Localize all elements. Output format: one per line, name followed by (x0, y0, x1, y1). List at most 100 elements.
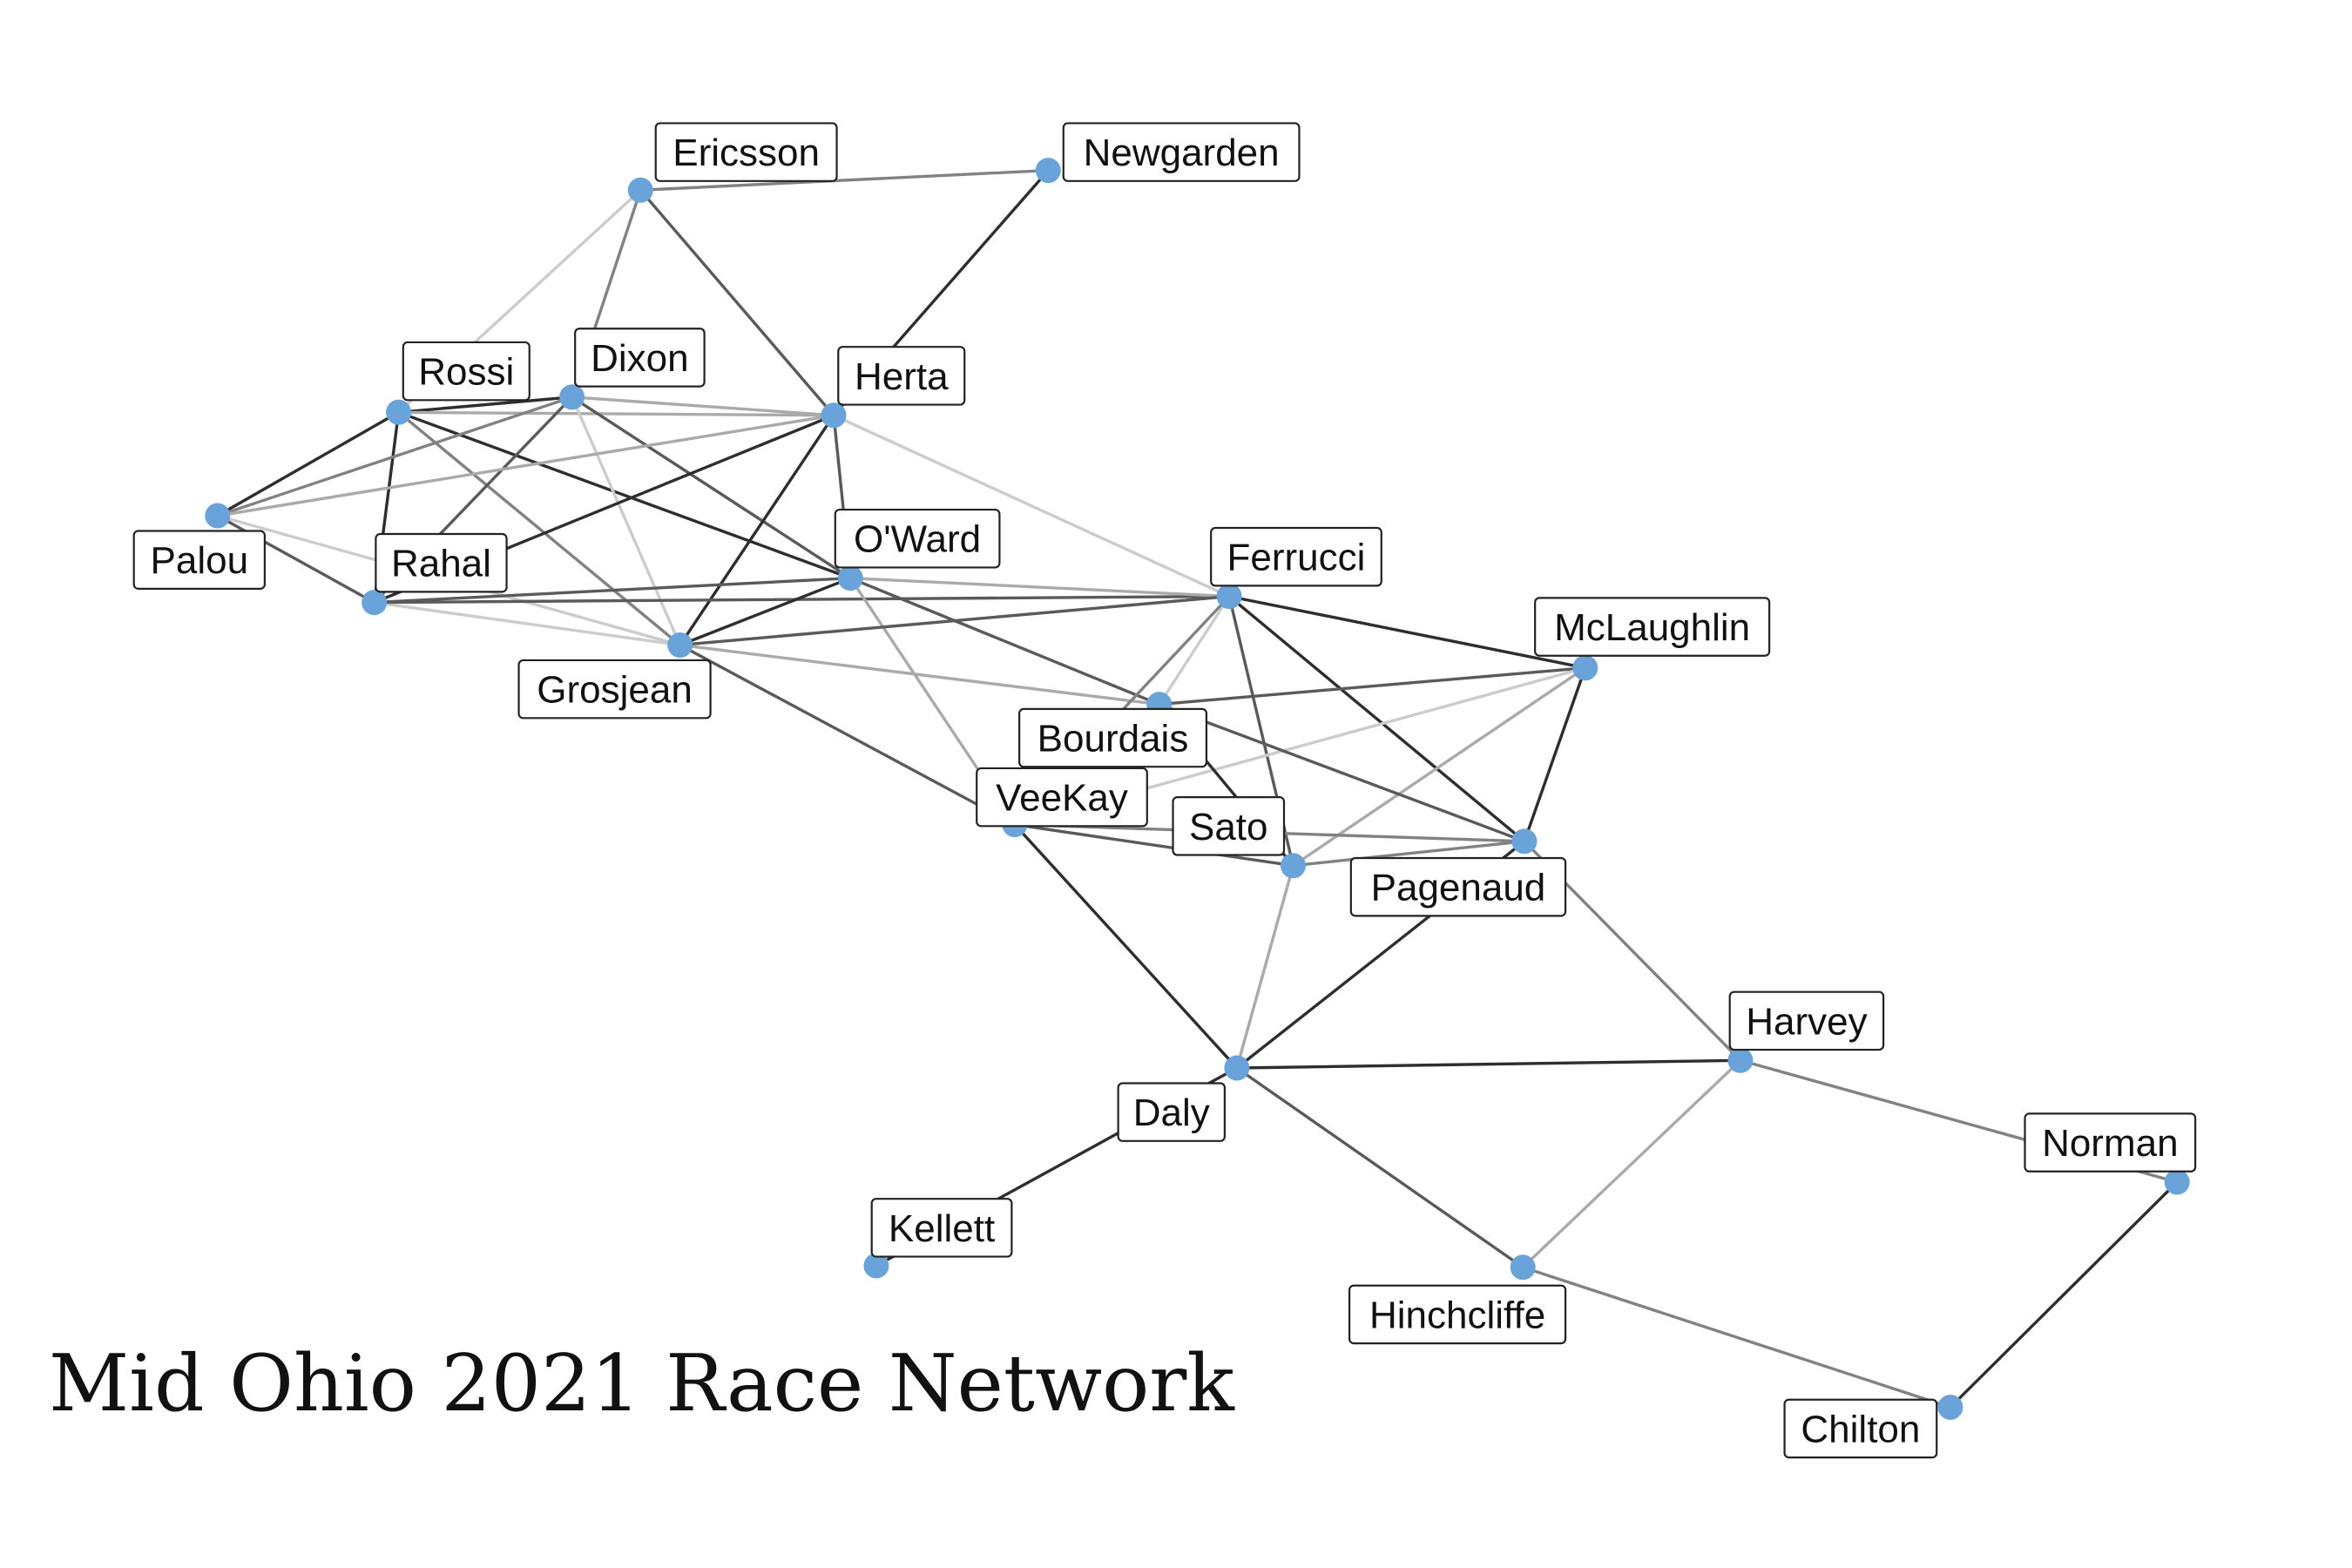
figure-title: Mid Ohio 2021 Race Network (49, 1338, 1234, 1429)
edge-ericsson-herta (639, 188, 835, 417)
edge-bourdais-pagenaud (1158, 702, 1526, 843)
node-dot-herta (821, 402, 847, 429)
node-label-box (2024, 1112, 2197, 1173)
node-dot-ericsson (627, 177, 653, 203)
node-label-box (1172, 796, 1286, 856)
node-label-daly: Daly (1117, 1082, 1226, 1142)
edge-harvey-hinchcliffe (1521, 1058, 1742, 1269)
node-dot-harvey (1727, 1047, 1754, 1073)
node-label-box (1349, 856, 1567, 917)
node-label-box (1117, 1082, 1226, 1142)
node-label-hinchcliffe: Hinchcliffe (1348, 1284, 1567, 1345)
edge-daly-harvey (1235, 1058, 1742, 1070)
edge-veekay-daly (1013, 822, 1239, 1070)
edge-veekay-sato (1013, 822, 1295, 868)
edge-herta-ferrucci (832, 414, 1231, 598)
node-dot-palou (205, 503, 231, 529)
node-label-newgarden: Newgarden (1062, 122, 1301, 182)
node-label-mclaughlin: McLaughlin (1534, 597, 1771, 657)
node-dot-norman (2164, 1169, 2190, 1195)
node-dot-oward (837, 565, 863, 591)
edge-rossi-herta (396, 410, 835, 417)
node-label-box (517, 659, 712, 720)
node-label-box (837, 346, 966, 406)
edge-ferrucci-pagenaud (1227, 594, 1526, 843)
node-dot-rossi (386, 399, 412, 425)
edge-herta-grosjean (678, 414, 835, 647)
node-label-rossi: Rossi (402, 341, 531, 402)
node-label-box (654, 122, 838, 182)
node-label-palou: Palou (132, 530, 266, 590)
edge-oward-bourdais (848, 576, 1161, 706)
node-label-text: Herta (855, 355, 949, 398)
node-label-text: Chilton (1801, 1408, 1920, 1450)
edge-oward-grosjean (678, 576, 852, 647)
node-label-text: Rossi (418, 351, 514, 394)
nodes-layer (205, 158, 2190, 1420)
node-dot-ferrucci (1216, 584, 1242, 610)
node-dot-pagenaud (1511, 828, 1538, 855)
edge-sato-pagenaud (1291, 840, 1526, 868)
node-label-text: O'Ward (854, 518, 981, 561)
node-label-text: Palou (151, 539, 249, 582)
node-label-sato: Sato (1172, 796, 1286, 856)
node-label-text: Rahal (391, 543, 491, 585)
edge-dixon-grosjean (570, 395, 682, 647)
node-label-box (870, 1198, 1013, 1258)
node-label-text: Grosjean (537, 669, 693, 712)
node-label-pagenaud: Pagenaud (1349, 856, 1567, 917)
node-dot-mclaughlin (1572, 655, 1598, 681)
node-label-box (834, 508, 1001, 569)
node-label-veekay: VeeKay (976, 767, 1148, 828)
node-label-box (1348, 1284, 1567, 1345)
node-label-dixon: Dixon (574, 328, 706, 388)
edge-mclaughlin-pagenaud (1523, 666, 1587, 843)
node-label-rahal: Rahal (375, 532, 508, 593)
node-dot-kellett (863, 1253, 889, 1279)
node-label-norman: Norman (2024, 1112, 2197, 1173)
node-dot-sato (1280, 853, 1306, 879)
node-label-harvey: Harvey (1728, 990, 1885, 1051)
edge-dixon-oward (570, 395, 852, 580)
node-label-text: Ferrucci (1227, 537, 1366, 579)
edge-ericsson-newgarden (639, 168, 1050, 193)
edge-oward-ferrucci (848, 576, 1231, 598)
edge-rossi-oward (396, 410, 852, 580)
node-label-box (132, 530, 266, 590)
node-label-box (1783, 1398, 1938, 1459)
node-dot-dixon (559, 384, 585, 410)
edge-rahal-ferrucci (372, 594, 1231, 605)
node-label-text: Hinchcliffe (1369, 1294, 1545, 1336)
edge-ferrucci-bourdais (1158, 594, 1231, 706)
node-label-herta: Herta (837, 346, 966, 406)
node-label-text: Daly (1133, 1092, 1210, 1134)
node-label-text: Newgarden (1084, 132, 1280, 174)
node-label-box (976, 767, 1148, 828)
node-label-text: Ericsson (672, 132, 820, 174)
edge-herta-palou (216, 414, 835, 517)
node-label-text: Pagenaud (1371, 867, 1546, 909)
node-label-ericsson: Ericsson (654, 122, 838, 182)
node-label-box (1018, 707, 1208, 768)
edge-rahal-grosjean (372, 600, 682, 647)
node-dot-newgarden (1035, 158, 1061, 184)
edge-mclaughlin-bourdais (1158, 666, 1587, 706)
node-label-text: Dixon (591, 337, 689, 380)
node-label-oward: O'Ward (834, 508, 1001, 569)
node-label-text: VeeKay (996, 777, 1128, 820)
node-label-grosjean: Grosjean (517, 659, 712, 720)
node-dot-chilton (1937, 1394, 1963, 1420)
node-dot-daly (1224, 1055, 1250, 1081)
node-label-box (1534, 597, 1771, 657)
node-label-chilton: Chilton (1783, 1398, 1938, 1459)
node-label-box (1062, 122, 1301, 182)
node-label-bourdais: Bourdais (1018, 707, 1208, 768)
node-label-box (402, 341, 531, 402)
node-label-text: McLaughlin (1554, 606, 1750, 649)
edge-grosjean-ferrucci (678, 594, 1231, 647)
node-label-ferrucci: Ferrucci (1210, 526, 1382, 587)
edge-daly-hinchcliffe (1235, 1066, 1524, 1269)
edge-hinchcliffe-chilton (1521, 1266, 1952, 1409)
edge-mclaughlin-sato (1291, 666, 1587, 868)
